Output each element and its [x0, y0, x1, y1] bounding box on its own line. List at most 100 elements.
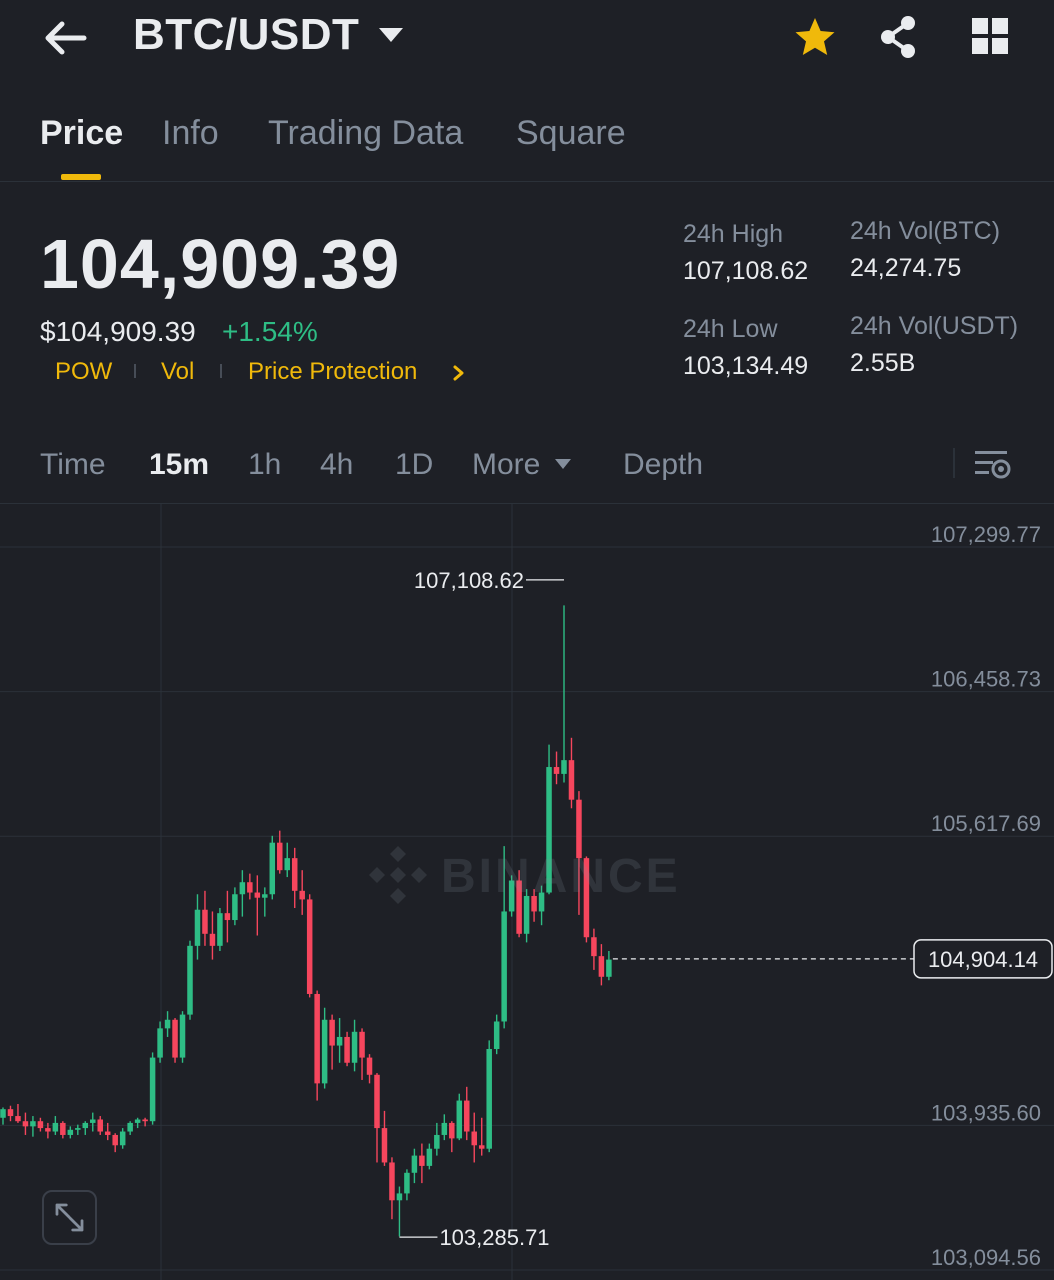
chart-settings-icon[interactable] — [972, 447, 1012, 483]
candle[interactable] — [0, 1107, 6, 1125]
candle[interactable] — [75, 1124, 81, 1135]
tag-vol[interactable]: Vol — [161, 358, 195, 385]
candle[interactable] — [90, 1112, 96, 1132]
candle[interactable] — [239, 870, 246, 917]
candle[interactable] — [404, 1169, 410, 1201]
candle[interactable] — [493, 1014, 500, 1055]
candle[interactable] — [553, 751, 560, 785]
candle[interactable] — [30, 1116, 36, 1137]
grid-icon[interactable] — [968, 16, 1012, 58]
candle[interactable] — [149, 1052, 156, 1125]
candle[interactable] — [381, 1110, 388, 1166]
caret-down-icon[interactable] — [378, 26, 404, 44]
candle[interactable] — [531, 889, 537, 922]
candle[interactable] — [523, 889, 530, 943]
candle[interactable] — [606, 950, 612, 981]
candle[interactable] — [284, 842, 290, 878]
candle[interactable] — [60, 1121, 66, 1139]
pair-title[interactable]: BTC/USDT — [133, 10, 360, 59]
candle[interactable] — [374, 1073, 380, 1163]
candle[interactable] — [52, 1116, 59, 1135]
interval-1h[interactable]: 1h — [248, 448, 282, 481]
chevron-right-icon[interactable] — [452, 362, 466, 384]
candle[interactable] — [441, 1114, 448, 1141]
candle[interactable] — [97, 1116, 103, 1135]
candle[interactable] — [247, 873, 253, 900]
tag-price-protection[interactable]: Price Protection — [248, 358, 418, 385]
candle[interactable] — [15, 1104, 21, 1123]
interval-1d[interactable]: 1D — [395, 448, 434, 481]
candle[interactable] — [157, 1021, 163, 1063]
candle[interactable] — [389, 1157, 395, 1220]
candle[interactable] — [486, 1040, 492, 1153]
candle[interactable] — [209, 911, 216, 960]
candle[interactable] — [112, 1133, 118, 1153]
candle[interactable] — [598, 944, 605, 986]
expand-chart-icon[interactable] — [42, 1190, 97, 1245]
candle[interactable] — [262, 887, 268, 917]
candle[interactable] — [22, 1112, 29, 1135]
candle[interactable] — [419, 1143, 425, 1184]
candle[interactable] — [538, 885, 545, 926]
tab-trading-data[interactable]: Trading Data — [268, 114, 464, 152]
candle[interactable] — [329, 1014, 335, 1070]
candle[interactable] — [306, 894, 313, 998]
interval-more[interactable]: More — [472, 448, 541, 481]
candle[interactable] — [366, 1054, 373, 1084]
depth-tab[interactable]: Depth — [623, 448, 704, 481]
caret-down-icon[interactable] — [554, 458, 572, 470]
candle[interactable] — [172, 1018, 178, 1063]
candle[interactable] — [142, 1117, 148, 1127]
candle[interactable] — [508, 875, 515, 917]
candle[interactable] — [501, 846, 507, 1029]
tag-pow[interactable]: POW — [55, 358, 113, 385]
candle[interactable] — [277, 830, 283, 874]
candle[interactable] — [127, 1121, 133, 1135]
candle[interactable] — [464, 1086, 470, 1141]
candle[interactable] — [359, 1028, 365, 1080]
star-icon[interactable] — [793, 16, 837, 58]
candle[interactable] — [67, 1126, 74, 1139]
back-arrow-icon[interactable] — [40, 14, 96, 62]
candle[interactable] — [561, 605, 567, 783]
candle[interactable] — [321, 1007, 328, 1089]
candle[interactable] — [583, 856, 590, 943]
candle[interactable] — [396, 1186, 403, 1237]
candle[interactable] — [194, 894, 201, 960]
candle[interactable] — [299, 870, 305, 915]
candle[interactable] — [351, 1019, 358, 1072]
candle[interactable] — [516, 870, 522, 938]
candle[interactable] — [179, 1011, 186, 1063]
candle[interactable] — [478, 1117, 485, 1156]
candle[interactable] — [217, 908, 223, 951]
candle[interactable] — [456, 1093, 463, 1141]
interval-15m[interactable]: 15m — [149, 448, 210, 481]
candle[interactable] — [45, 1122, 51, 1139]
candle[interactable] — [164, 1011, 171, 1037]
interval-time[interactable]: Time — [40, 448, 106, 481]
candle[interactable] — [344, 1031, 350, 1067]
candle[interactable] — [426, 1143, 433, 1170]
candle[interactable] — [471, 1112, 477, 1163]
candle[interactable] — [314, 990, 320, 1101]
tab-info[interactable]: Info — [162, 114, 219, 152]
candle[interactable] — [546, 744, 552, 895]
interval-4h[interactable]: 4h — [320, 448, 354, 481]
candle[interactable] — [591, 928, 597, 970]
candle[interactable] — [568, 737, 575, 809]
candle[interactable] — [269, 835, 276, 900]
candle[interactable] — [336, 1018, 343, 1063]
candle[interactable] — [232, 887, 238, 926]
candle[interactable] — [224, 890, 231, 943]
share-icon[interactable] — [876, 14, 920, 60]
candle[interactable] — [576, 791, 582, 915]
candle[interactable] — [449, 1121, 455, 1153]
tab-price[interactable]: Price — [40, 114, 124, 152]
candle[interactable] — [7, 1105, 14, 1122]
candle[interactable] — [291, 847, 298, 909]
candlestick-chart[interactable]: 107,299.77 106,458.73 105,617.69 103,935.60… — [0, 504, 1054, 1280]
candle[interactable] — [37, 1117, 44, 1132]
candle[interactable] — [187, 940, 193, 1020]
tab-square[interactable]: Square — [516, 114, 626, 152]
candle[interactable] — [434, 1122, 440, 1156]
